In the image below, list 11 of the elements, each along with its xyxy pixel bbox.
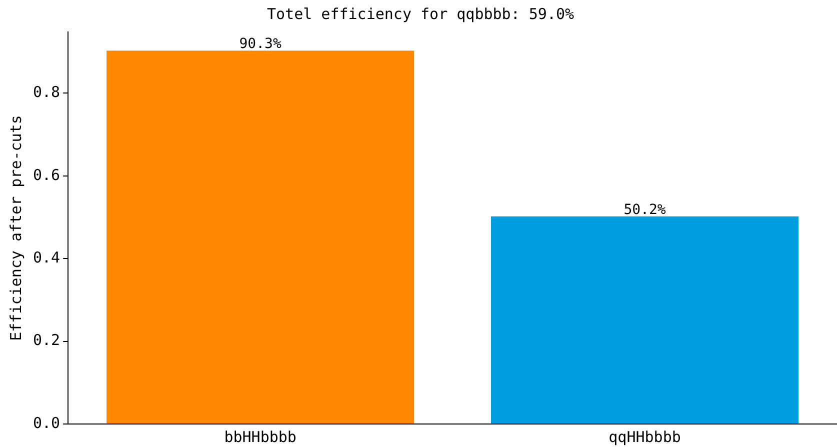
y-axis-title: Efficiency after pre-cuts [6, 115, 25, 341]
data-label: 50.2% [624, 202, 666, 218]
y-tick-label: 0.2 [33, 331, 60, 350]
chart-title: Totel efficiency for qqbbbb: 59.0% [266, 4, 574, 23]
y-tick-label: 0.0 [33, 414, 60, 432]
y-tick-label: 0.6 [33, 166, 60, 184]
data-label: 90.3% [239, 36, 282, 52]
x-tick-label: qqHHbbbb [608, 428, 681, 446]
y-tick-label: 0.4 [33, 248, 60, 266]
x-tick-label: bbHHbbbb [224, 428, 296, 446]
y-tick-label: 0.8 [33, 83, 60, 102]
